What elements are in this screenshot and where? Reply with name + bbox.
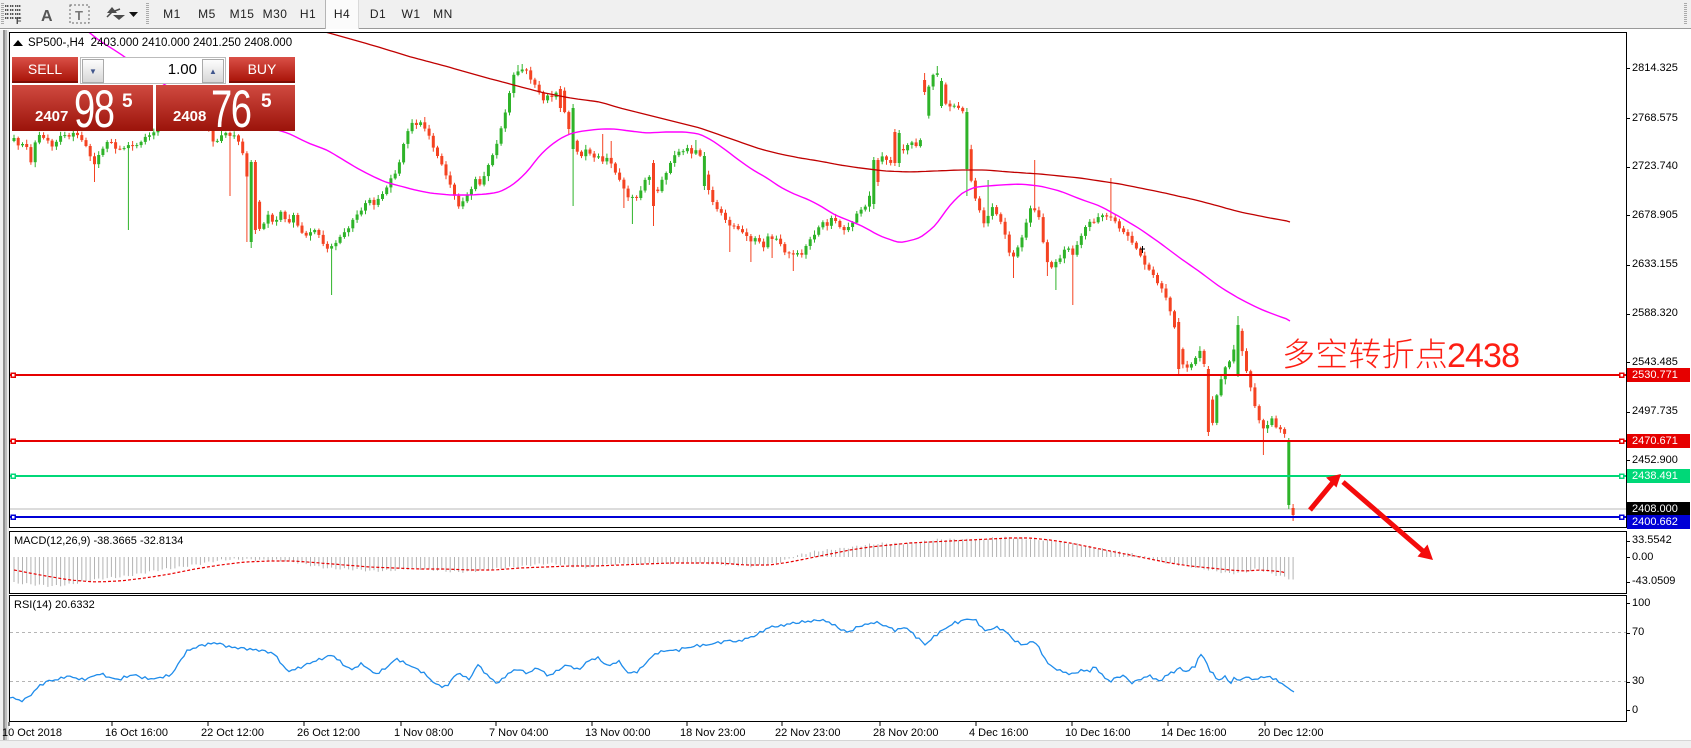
svg-text:A: A: [41, 8, 53, 25]
svg-text:2438: 2438: [1447, 337, 1520, 375]
svg-text:T: T: [75, 8, 83, 23]
svg-text:F: F: [16, 16, 22, 26]
